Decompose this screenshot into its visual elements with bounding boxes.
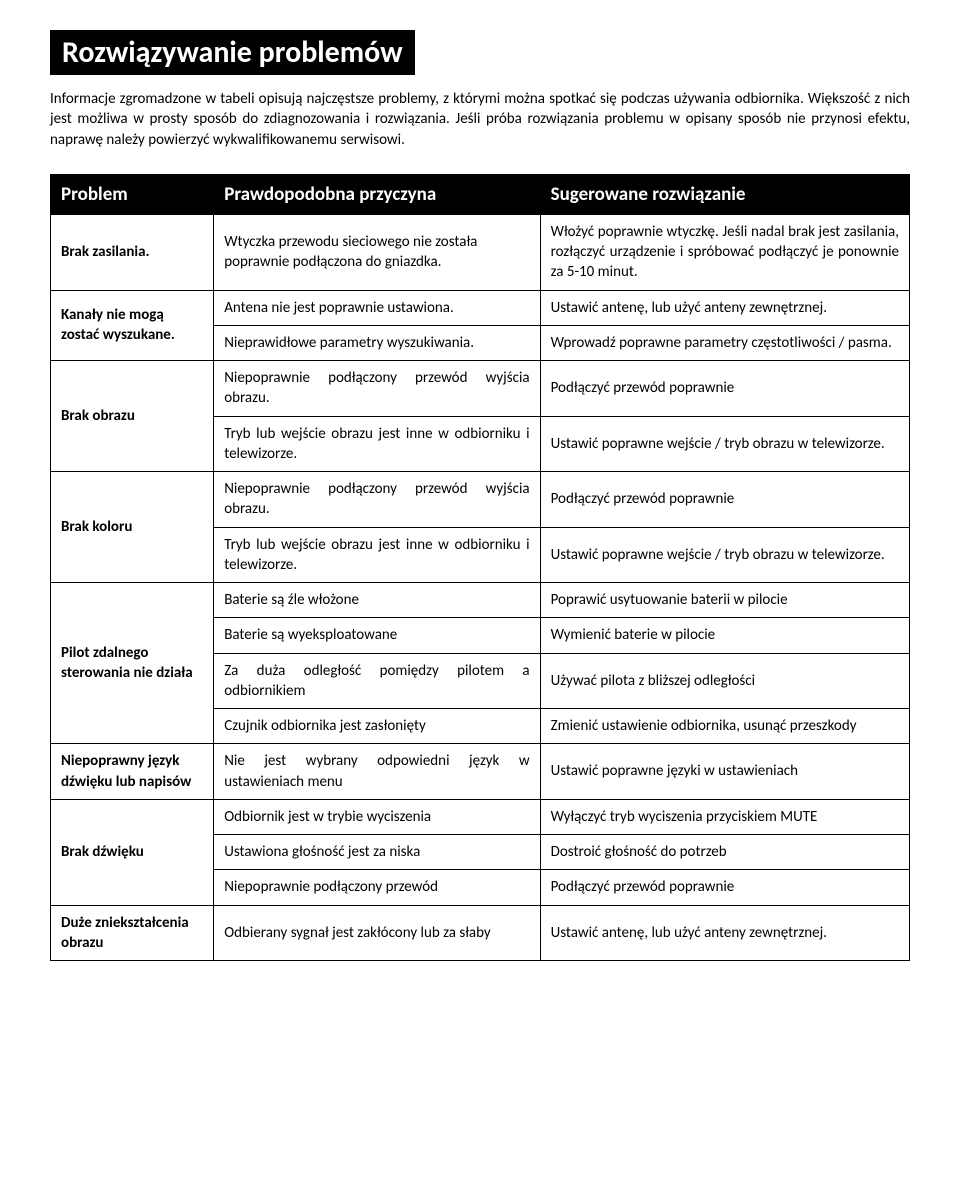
cell-solution: Włożyć poprawnie wtyczkę. Jeśli nadal br… <box>540 214 909 290</box>
table-row: Niepoprawny język dźwięku lub napisów Ni… <box>51 744 910 800</box>
intro-text: Informacje zgromadzone w tabeli opisują … <box>50 89 910 150</box>
cell-problem: Brak dźwięku <box>51 799 214 905</box>
cell-solution: Poprawić usytuowanie baterii w pilocie <box>540 583 909 618</box>
table-row: Brak koloru Niepoprawnie podłączony prze… <box>51 472 910 528</box>
cell-solution: Wymienić baterie w pilocie <box>540 618 909 653</box>
table-row: Brak zasilania. Wtyczka przewodu sieciow… <box>51 214 910 290</box>
table-row: Brak dźwięku Odbiornik jest w trybie wyc… <box>51 799 910 834</box>
cell-solution: Ustawić poprawne wejście / tryb obrazu w… <box>540 416 909 472</box>
cell-cause: Odbierany sygnał jest zakłócony lub za s… <box>214 905 540 961</box>
table-row: Duże zniekształcenia obrazu Odbierany sy… <box>51 905 910 961</box>
page-title: Rozwiązywanie problemów <box>50 30 415 75</box>
cell-solution: Używać pilota z bliższej odległości <box>540 653 909 709</box>
cell-cause: Nie jest wybrany odpowiedni język w usta… <box>214 744 540 800</box>
cell-cause: Wtyczka przewodu sieciowego nie została … <box>214 214 540 290</box>
cell-cause: Niepoprawnie podłączony przewód <box>214 870 540 905</box>
cell-solution: Wprowadź poprawne parametry częstotliwoś… <box>540 325 909 360</box>
cell-cause: Niepoprawnie podłączony przewód wyjścia … <box>214 472 540 528</box>
cell-cause: Tryb lub wejście obrazu jest inne w odbi… <box>214 416 540 472</box>
cell-problem: Brak zasilania. <box>51 214 214 290</box>
cell-cause: Ustawiona głośność jest za niska <box>214 835 540 870</box>
cell-problem: Duże zniekształcenia obrazu <box>51 905 214 961</box>
cell-cause: Niepoprawnie podłączony przewód wyjścia … <box>214 361 540 417</box>
cell-problem: Niepoprawny język dźwięku lub napisów <box>51 744 214 800</box>
cell-cause: Tryb lub wejście obrazu jest inne w odbi… <box>214 527 540 583</box>
cell-problem: Pilot zdalnego sterowania nie działa <box>51 583 214 744</box>
cell-cause: Nieprawidłowe parametry wyszukiwania. <box>214 325 540 360</box>
cell-problem: Kanały nie mogą zostać wyszukane. <box>51 290 214 361</box>
cell-cause: Baterie są źle włożone <box>214 583 540 618</box>
cell-solution: Ustawić antenę, lub użyć anteny zewnętrz… <box>540 290 909 325</box>
cell-solution: Zmienić ustawienie odbiornika, usunąć pr… <box>540 709 909 744</box>
header-cause: Prawdopodobna przyczyna <box>214 174 540 214</box>
cell-solution: Podłączyć przewód poprawnie <box>540 870 909 905</box>
cell-solution: Podłączyć przewód poprawnie <box>540 472 909 528</box>
table-row: Kanały nie mogą zostać wyszukane. Antena… <box>51 290 910 325</box>
table-row: Brak obrazu Niepoprawnie podłączony prze… <box>51 361 910 417</box>
cell-solution: Podłączyć przewód poprawnie <box>540 361 909 417</box>
cell-solution: Ustawić antenę, lub użyć anteny zewnętrz… <box>540 905 909 961</box>
troubleshooting-table: Problem Prawdopodobna przyczyna Sugerowa… <box>50 174 910 961</box>
header-problem: Problem <box>51 174 214 214</box>
cell-solution: Ustawić poprawne języki w ustawieniach <box>540 744 909 800</box>
cell-solution: Wyłączyć tryb wyciszenia przyciskiem MUT… <box>540 799 909 834</box>
cell-cause: Czujnik odbiornika jest zasłonięty <box>214 709 540 744</box>
cell-cause: Antena nie jest poprawnie ustawiona. <box>214 290 540 325</box>
cell-cause: Za duża odległość pomiędzy pilotem a odb… <box>214 653 540 709</box>
table-row: Pilot zdalnego sterowania nie działa Bat… <box>51 583 910 618</box>
cell-cause: Baterie są wyeksploatowane <box>214 618 540 653</box>
cell-solution: Ustawić poprawne wejście / tryb obrazu w… <box>540 527 909 583</box>
cell-problem: Brak koloru <box>51 472 214 583</box>
cell-solution: Dostroić głośność do potrzeb <box>540 835 909 870</box>
cell-problem: Brak obrazu <box>51 361 214 472</box>
cell-cause: Odbiornik jest w trybie wyciszenia <box>214 799 540 834</box>
header-solution: Sugerowane rozwiązanie <box>540 174 909 214</box>
